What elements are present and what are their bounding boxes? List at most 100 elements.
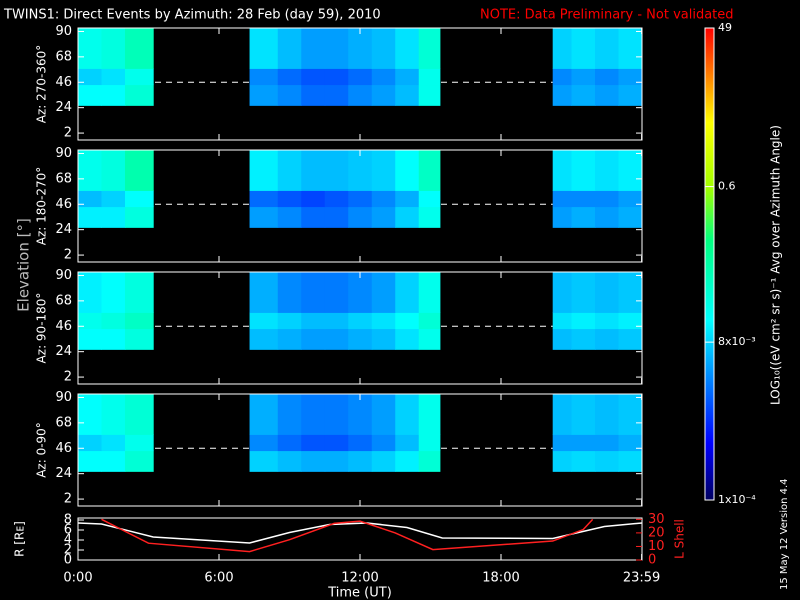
y-tick-label: 2 (64, 248, 72, 263)
heatmap-cell (324, 84, 349, 106)
y-tick-label: 6 (64, 523, 72, 538)
heatmap-cell (78, 434, 102, 452)
heatmap-cell (125, 450, 154, 472)
heatmap-cell (249, 328, 279, 350)
heatmap-cell (571, 328, 596, 350)
heatmap-cell (324, 206, 349, 228)
heatmap-cell (324, 328, 349, 350)
heatmap-cell (618, 150, 643, 191)
heatmap-cell (371, 328, 396, 350)
y-tick-label: 8 (64, 513, 72, 528)
heatmap-cell (552, 150, 572, 191)
heatmap-cell (371, 150, 396, 191)
heatmap-cell (78, 68, 102, 86)
heatmap-cell (101, 150, 126, 191)
heatmap-cell (78, 206, 102, 228)
heatmap-cell (324, 190, 349, 208)
heatmap-cell (348, 84, 373, 106)
heatmap-cell (595, 272, 619, 313)
heatmap-cell (78, 150, 102, 191)
title: TWINS1: Direct Events by Azimuth: 28 Feb… (3, 8, 381, 23)
heatmap-cell (595, 394, 619, 435)
heatmap-cell (371, 434, 396, 452)
heatmap-cell (78, 84, 102, 106)
heatmap-cell (348, 68, 373, 86)
heatmap-cell (78, 450, 102, 472)
heatmap-cell (552, 68, 572, 86)
heatmap-cell (395, 450, 420, 472)
heatmap-cell (348, 190, 373, 208)
heatmap-cell (277, 394, 302, 435)
heatmap-cell (324, 272, 349, 313)
elevation-label: Elevation [°] (15, 218, 33, 312)
heatmap-cell (395, 434, 420, 452)
heatmap-cell (395, 190, 420, 208)
heatmap-cell (371, 450, 396, 472)
heatmap-cell (277, 28, 302, 69)
heatmap-cell (571, 434, 596, 452)
heatmap-cell (418, 206, 441, 228)
heatmap-cell (101, 434, 126, 452)
heatmap-cell (395, 272, 420, 313)
heatmap-cell (371, 272, 396, 313)
heatmap-cell (595, 190, 619, 208)
heatmap-cell (301, 68, 326, 86)
heatmap-cell (348, 312, 373, 330)
heatmap-cell (571, 68, 596, 86)
heatmap-cell (371, 394, 396, 435)
y-tick-label: 46 (55, 441, 72, 456)
x-axis-label: Time (UT) (327, 586, 392, 600)
heatmap-cell (348, 150, 373, 191)
note: NOTE: Data Preliminary - Not validated (480, 8, 734, 23)
y-tick-label: 90 (55, 24, 72, 39)
heatmap-cell (125, 84, 154, 106)
colorbar-tick-label: 8x10⁻³ (718, 335, 756, 348)
heatmap-cell (101, 84, 126, 106)
heatmap-cell (324, 312, 349, 330)
heatmap-cell (595, 312, 619, 330)
heatmap-cell (595, 84, 619, 106)
heatmap-cell (618, 190, 643, 208)
heatmap-cell (552, 84, 572, 106)
heatmap-cell (418, 272, 441, 313)
heatmap-cell (78, 272, 102, 313)
heatmap-cell (125, 394, 154, 435)
heatmap-cell (595, 150, 619, 191)
colorbar-tick-label: 1x10⁻⁴ (718, 493, 756, 506)
heatmap-cell (371, 206, 396, 228)
heatmap-cell (324, 394, 349, 435)
heatmap-cell (277, 328, 302, 350)
y-tick-label: 68 (55, 415, 72, 430)
heatmap-cell (618, 434, 643, 452)
y-tick-label: 46 (55, 319, 72, 334)
heatmap-cell (125, 190, 154, 208)
heatmap-cell (101, 450, 126, 472)
heatmap-cell (418, 190, 441, 208)
y2-axis-label: L Shell (673, 519, 687, 559)
colorbar-label: LOG₁₀((eV cm² sr s)⁻¹ Avg over Azimuth A… (769, 125, 783, 405)
heatmap-cell (301, 434, 326, 452)
heatmap-cell (125, 28, 154, 69)
heatmap-cell (101, 190, 126, 208)
y-tick-label: 68 (55, 293, 72, 308)
heatmap-cell (348, 434, 373, 452)
heatmap-cell (249, 394, 279, 435)
series-line (101, 518, 594, 553)
heatmap-cell (571, 150, 596, 191)
heatmap-cell (552, 434, 572, 452)
heatmap-cell (277, 190, 302, 208)
heatmap-cell (595, 206, 619, 228)
heatmap-cell (277, 68, 302, 86)
heatmap-cell (324, 434, 349, 452)
heatmap-cell (301, 272, 326, 313)
footer: 15 May 12 Version 4.4 (779, 478, 790, 590)
heatmap-cell (571, 312, 596, 330)
heatmap-cell (101, 312, 126, 330)
heatmap-cell (125, 150, 154, 191)
y-axis-label: R [Rᴇ] (13, 521, 27, 557)
heatmap-cell (418, 28, 441, 69)
heatmap-cell (395, 312, 420, 330)
heatmap-cell (78, 312, 102, 330)
heatmap-cell (395, 28, 420, 69)
heatmap-cell (552, 328, 572, 350)
